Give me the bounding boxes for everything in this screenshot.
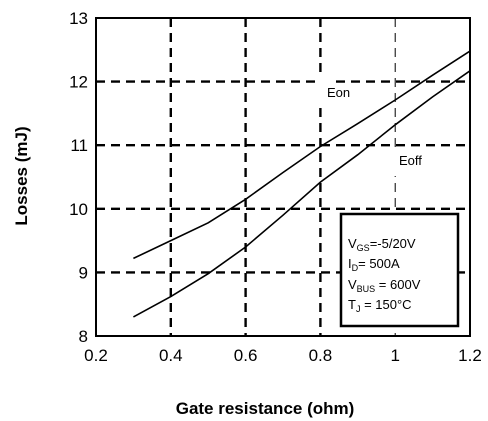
y-tick-label: 12 xyxy=(69,73,88,92)
eoff-annotation: Eoff xyxy=(399,153,422,168)
x-tick-label: 0.2 xyxy=(84,346,108,365)
conditions-box: VGS=-5/20V ID= 500A VBUS = 600V TJ = 150… xyxy=(339,212,460,328)
y-tick-label: 13 xyxy=(69,9,88,28)
series-eoff-line xyxy=(133,70,471,318)
series-layer xyxy=(133,50,471,318)
y-axis-title: Losses (mJ) xyxy=(12,126,31,225)
plot-frame xyxy=(95,17,471,337)
y-tick-label: 8 xyxy=(79,327,88,346)
condition-tj: TJ = 150°C xyxy=(348,297,412,314)
eon-annotation: Eon xyxy=(327,85,350,100)
x-tick-label: 0.6 xyxy=(234,346,258,365)
y-tick-label: 10 xyxy=(69,200,88,219)
x-tick-label: 1.2 xyxy=(458,346,482,365)
series-eon-line xyxy=(133,50,471,260)
x-tick-label: 0.4 xyxy=(159,346,183,365)
condition-vbus: VBUS = 600V xyxy=(348,277,421,294)
eon-gap xyxy=(318,76,332,104)
x-axis-title: Gate resistance (ohm) xyxy=(176,399,355,418)
conditions-box-frame xyxy=(339,212,460,328)
y-tick-label: 9 xyxy=(79,263,88,282)
y-tick-label: 11 xyxy=(70,136,88,155)
condition-id: ID= 500A xyxy=(348,256,400,273)
tick-layer: 0.2 0.4 0.6 0.8 1 1.2 8 9 10 11 12 13 xyxy=(69,9,482,365)
x-tick-label: 1 xyxy=(390,346,399,365)
condition-vgs: VGS=-5/20V xyxy=(348,236,416,253)
grid-layer xyxy=(96,18,470,336)
eoff-gap xyxy=(389,150,427,176)
x-tick-label: 0.8 xyxy=(309,346,333,365)
